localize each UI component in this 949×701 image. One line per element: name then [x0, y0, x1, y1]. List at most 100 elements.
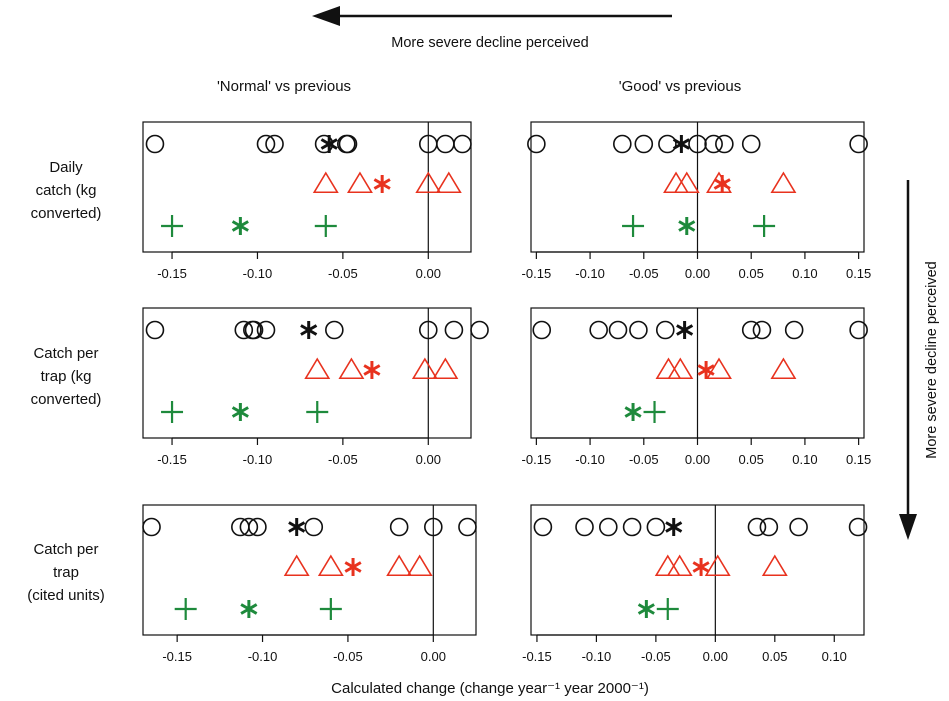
red-asterisk-point — [363, 361, 381, 379]
black-circle-point — [747, 517, 767, 537]
x-tick-label: -0.15 — [522, 452, 552, 467]
green-asterisk-point — [231, 217, 249, 235]
red-triangle-point — [283, 554, 310, 577]
x-tick-label: 0.00 — [703, 649, 728, 664]
row-label-3-line-2: trap — [53, 564, 79, 581]
black-circle-point — [256, 320, 276, 340]
red-triangle-point — [704, 554, 731, 577]
black-circle-point — [145, 320, 165, 340]
red-triangle-point — [415, 171, 442, 194]
panel-2: -0.15 -0.10 -0.05 0.00 0.05 0.10 0.15 — [522, 121, 871, 281]
x-tick-label: 0.00 — [685, 452, 710, 467]
x-tick-label: -0.10 — [243, 266, 273, 281]
green-plus-point — [161, 215, 184, 237]
black-circle-point — [424, 517, 443, 537]
black-circle-point — [256, 134, 276, 154]
x-tick-label: 0.10 — [792, 452, 817, 467]
row-label-2: Catch per trap (kg converted) — [31, 345, 102, 408]
red-triangle-point — [432, 357, 459, 380]
panel-4: -0.15 -0.10 -0.05 0.00 0.05 0.10 0.15 — [522, 307, 871, 467]
green-asterisk-point — [624, 403, 642, 421]
right-arrow-label: More severe decline perceived — [924, 261, 940, 458]
green-asterisk-point — [637, 600, 655, 618]
black-circle-point — [389, 517, 409, 537]
black-circle-point — [575, 517, 594, 537]
green-plus-point — [161, 401, 184, 423]
red-triangle-point — [654, 554, 681, 577]
row-label-1-line-1: Daily — [49, 159, 83, 176]
row-label-2-line-3: converted) — [31, 391, 102, 408]
black-circle-point — [338, 134, 358, 154]
row-label-2-line-2: trap (kg — [41, 368, 92, 385]
red-triangle-point — [666, 554, 693, 577]
black-circle-point — [849, 320, 868, 340]
black-asterisk-point — [676, 321, 694, 339]
green-plus-point — [622, 215, 645, 237]
red-triangle-point — [312, 171, 339, 194]
x-tick-label: -0.05 — [641, 649, 671, 664]
x-tick-label: -0.10 — [575, 266, 605, 281]
green-plus-point — [306, 401, 329, 423]
black-circle-point — [248, 517, 267, 537]
green-plus-point — [174, 598, 197, 620]
x-tick-label: 0.00 — [421, 649, 446, 664]
x-tick-label: -0.10 — [248, 649, 278, 664]
x-tick-label: 0.10 — [822, 649, 847, 664]
black-asterisk-point — [320, 135, 338, 153]
row-label-1-line-3: converted) — [31, 205, 102, 222]
black-circle-point — [470, 320, 489, 340]
x-axis-title: Calculated change (change year⁻¹ year 20… — [331, 680, 649, 697]
red-triangle-point — [655, 357, 682, 380]
black-circle-point — [646, 517, 666, 537]
black-circle-point — [314, 134, 334, 154]
black-circle-point — [532, 320, 552, 340]
panel-3: -0.15 -0.10 -0.05 0.00 — [142, 307, 489, 467]
x-tick-label: -0.05 — [328, 452, 358, 467]
red-triangle-point — [770, 357, 797, 380]
black-asterisk-point — [665, 518, 683, 536]
x-tick-label: -0.10 — [582, 649, 612, 664]
x-tick-label: -0.05 — [629, 452, 659, 467]
red-asterisk-point — [692, 558, 710, 576]
row-label-3-line-3: (cited units) — [27, 587, 105, 604]
black-asterisk-point — [672, 135, 690, 153]
x-tick-label: -0.10 — [243, 452, 273, 467]
green-plus-point — [643, 401, 666, 423]
red-triangle-point — [304, 357, 331, 380]
red-asterisk-point — [713, 175, 731, 193]
black-circle-point — [239, 517, 259, 537]
black-circle-point — [688, 134, 707, 154]
black-circle-point — [655, 320, 675, 340]
x-tick-label: 0.05 — [762, 649, 787, 664]
red-triangle-point — [317, 554, 344, 577]
black-circle-point — [336, 134, 356, 154]
x-tick-label: 0.00 — [416, 452, 441, 467]
black-circle-point — [741, 134, 761, 154]
x-tick-label: -0.15 — [522, 266, 552, 281]
red-triangle-point — [338, 357, 365, 380]
green-plus-point — [319, 598, 342, 620]
black-circle-point — [848, 517, 868, 537]
black-circle-point — [784, 320, 804, 340]
x-tick-label: -0.05 — [328, 266, 358, 281]
red-triangle-point — [346, 171, 373, 194]
green-plus-point — [656, 598, 679, 620]
x-tick-label: -0.15 — [157, 452, 187, 467]
black-circle-point — [629, 320, 648, 340]
black-circle-point — [608, 320, 628, 340]
black-circle-point — [759, 517, 779, 537]
black-circle-point — [613, 134, 632, 154]
green-plus-point — [753, 215, 776, 237]
x-tick-label: -0.15 — [162, 649, 192, 664]
red-asterisk-point — [373, 175, 391, 193]
x-tick-label: -0.10 — [575, 452, 605, 467]
black-circle-point — [244, 320, 264, 340]
black-circle-point — [234, 320, 254, 340]
black-circle-point — [634, 134, 654, 154]
red-triangle-point — [706, 357, 732, 380]
row-label-3-line-1: Catch per — [33, 541, 98, 558]
green-asterisk-point — [678, 217, 696, 235]
red-triangle-point — [406, 554, 433, 577]
black-circle-point — [849, 134, 868, 154]
x-tick-label: -0.05 — [629, 266, 659, 281]
